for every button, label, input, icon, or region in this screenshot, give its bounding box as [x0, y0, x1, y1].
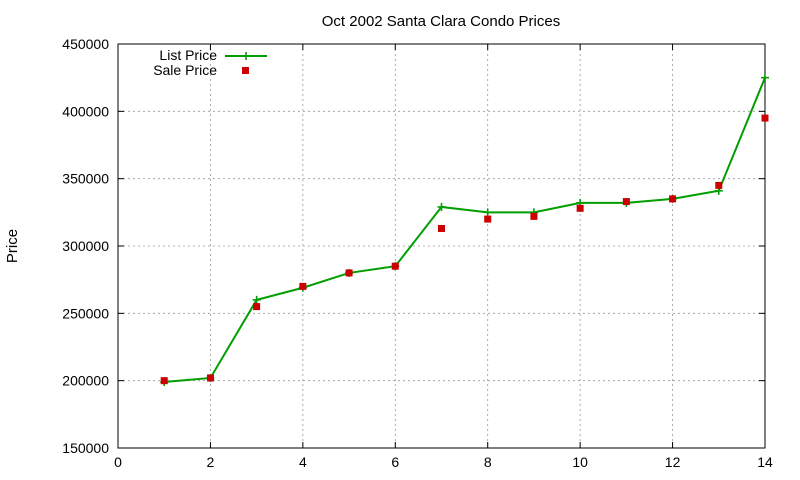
point-sale-price-2 [206, 374, 214, 382]
legend: List Price Sale Price [153, 47, 267, 78]
point-sale-price-12 [669, 195, 677, 203]
x-tick-label-4: 4 [299, 454, 307, 470]
y-tick-label-150000: 150000 [62, 440, 109, 456]
x-tick-label-14: 14 [757, 454, 773, 470]
x-tick-label-10: 10 [572, 454, 588, 470]
point-list-price-14 [761, 73, 769, 82]
point-sale-price-1 [160, 377, 168, 385]
legend-marker-sale-price [242, 67, 249, 74]
point-sale-price-5 [345, 269, 353, 277]
point-sale-price-10 [576, 204, 584, 212]
point-sale-price-7 [438, 224, 445, 232]
y-tick-label-450000: 450000 [62, 36, 109, 52]
y-axis-label: Price [4, 229, 21, 263]
x-tick-label-2: 2 [207, 454, 215, 470]
point-sale-price-6 [391, 262, 399, 270]
x-tick-label-0: 0 [114, 454, 122, 470]
legend-marker-list-price [242, 52, 250, 60]
point-sale-price-11 [622, 198, 630, 206]
plot-frame [117, 43, 766, 449]
point-sale-price-3 [253, 303, 261, 311]
point-sale-price-13 [715, 181, 723, 189]
y-tick-label-350000: 350000 [62, 171, 109, 187]
legend-label-sale-price: Sale Price [153, 62, 217, 78]
grid [118, 44, 765, 448]
point-sale-price-4 [299, 282, 307, 290]
x-tick-label-8: 8 [484, 454, 492, 470]
y-tick-label-250000: 250000 [62, 305, 109, 321]
axis-ticks: 0 2 4 6 8 10 12 14 150000 200000 250000 300000 35000… [62, 36, 773, 470]
legend-label-list-price: List Price [159, 47, 217, 63]
point-sale-price-9 [530, 212, 538, 220]
series-line-list-price [164, 77, 766, 384]
point-sale-price-14 [761, 114, 769, 122]
y-tick-label-200000: 200000 [62, 373, 109, 389]
y-tick-label-400000: 400000 [62, 103, 109, 119]
series [160, 73, 769, 387]
chart-title: Oct 2002 Santa Clara Condo Prices [322, 13, 560, 30]
y-tick-label-300000: 300000 [62, 238, 109, 254]
point-list-price-8 [483, 208, 492, 217]
point-list-price-7 [437, 202, 446, 211]
point-sale-price-8 [484, 215, 492, 223]
x-tick-label-12: 12 [665, 454, 681, 470]
point-list-price-3 [252, 295, 261, 304]
x-tick-label-6: 6 [391, 454, 399, 470]
